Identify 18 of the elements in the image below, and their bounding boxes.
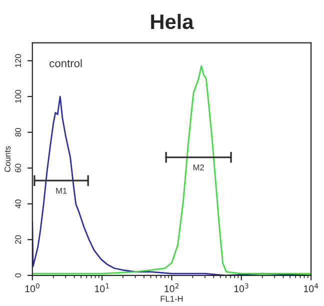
annotation: M2 — [193, 164, 204, 170]
y-axis-title: Counts — [4, 146, 10, 172]
y-tick-label: 100 — [15, 90, 22, 103]
y-tick-label: 60 — [15, 164, 22, 172]
annotation: control — [50, 59, 82, 68]
x-tick-label: 10$^{0}$ — [25, 283, 40, 292]
y-tick-label: 80 — [15, 128, 22, 137]
chart-title: Hela — [151, 14, 194, 30]
y-tick-label: 120 — [15, 54, 22, 68]
x-tick-label: 10$^{2}$ — [164, 283, 178, 292]
x-tick-label: 10$^{4}$ — [304, 283, 318, 292]
y-tick-label: 0 — [15, 273, 22, 278]
x-axis-title: FL1-H — [160, 296, 183, 302]
annotation: M1 — [56, 188, 67, 194]
y-tick-label: 40 — [15, 200, 22, 208]
y-tick-label: 20 — [15, 235, 22, 244]
x-tick-label: 10$^{3}$ — [234, 283, 248, 292]
x-tick-label: 10$^{1}$ — [95, 283, 109, 292]
